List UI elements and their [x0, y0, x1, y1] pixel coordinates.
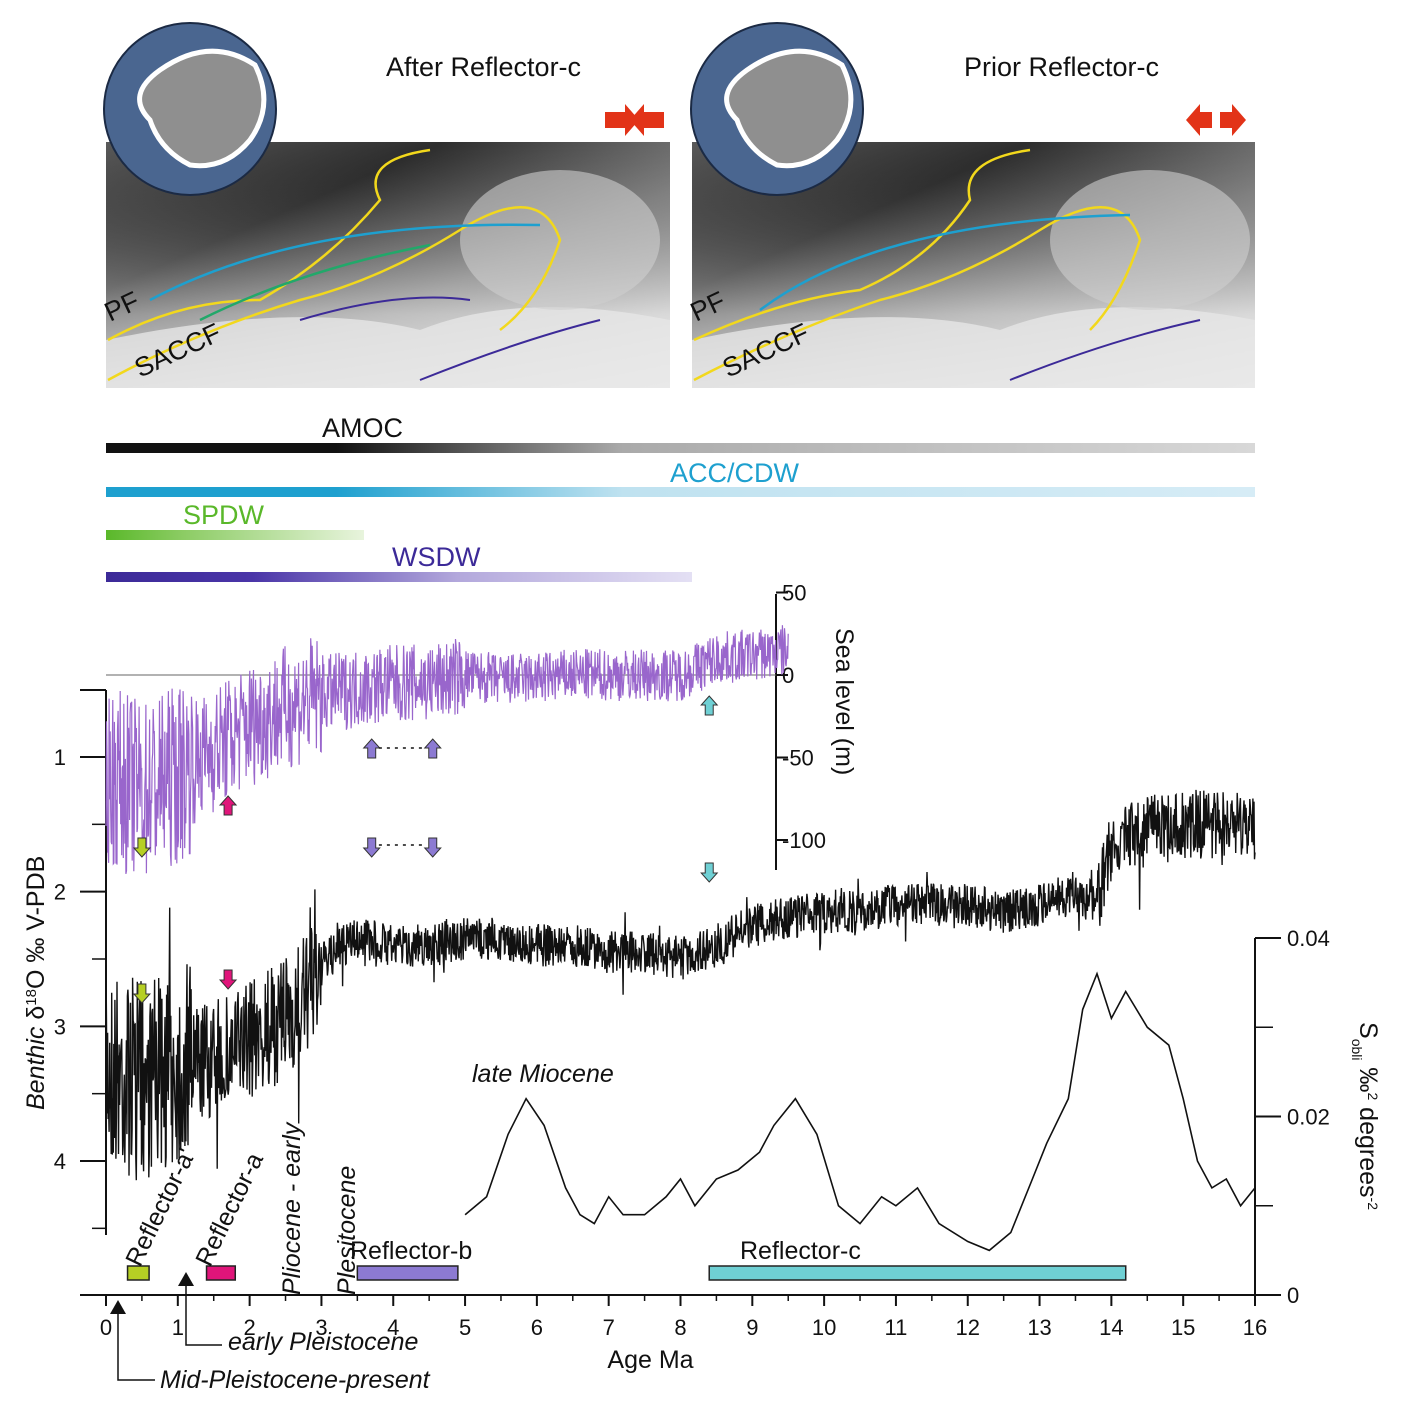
reflector-arrow-icon [218, 795, 238, 816]
reflector-a-label: Reflector-a [190, 1148, 269, 1270]
reflector-arrow-icon [362, 738, 381, 759]
acc-cdw-label: ACC/CDW [670, 458, 800, 488]
mid-pleistocene-label: Mid-Pleistocene-present [160, 1366, 431, 1394]
divergence-arrows-icon [1186, 104, 1246, 136]
reflector-range-box [708, 1265, 1127, 1281]
pf-front-line [107, 148, 431, 342]
acc-cdw-bar [106, 487, 1255, 497]
reflector-arrow-icon [700, 695, 719, 716]
sea-level-series [105, 625, 789, 875]
x-axis-label: Age Ma [607, 1346, 693, 1374]
wsdw-bar [106, 572, 692, 582]
x-tick-label: 5 [459, 1315, 471, 1340]
x-tick-label: 13 [1027, 1315, 1051, 1340]
reflector-arrow-icon [423, 837, 442, 858]
reflector-b-label: Reflector-b [350, 1237, 472, 1265]
reflector-c-label: Reflector-c [740, 1237, 861, 1265]
acc-flow-arrow [759, 213, 1131, 312]
early-pleistocene-label: early Pleistocene [228, 1328, 418, 1356]
svg-text:Plesitocene: Plesitocene [333, 1166, 361, 1295]
pliocene-label: Pliocene - early Plesitocene [278, 1121, 361, 1295]
benthic-d18o-series [105, 789, 1256, 1181]
x-tick-label: 7 [603, 1315, 615, 1340]
mid-pleistocene-marker-icon [110, 1300, 126, 1314]
obliquity-y-tick-label: 0.02 [1287, 1105, 1330, 1130]
benthic-y-tick-label: 2 [54, 880, 66, 905]
spdw-bar [106, 530, 364, 540]
x-tick-label: 16 [1243, 1315, 1267, 1340]
reflector-range-box [356, 1265, 459, 1281]
reflector-arrow-icon [423, 738, 442, 759]
obliquity-series [464, 971, 1256, 1252]
wsdw-flow-arrow [1009, 319, 1201, 381]
sea-level-y-tick-label: -100 [782, 828, 826, 853]
reflector-arrow-icon [132, 983, 152, 1004]
panel-title-left: After Reflector-c [386, 52, 581, 82]
x-tick-label: 12 [956, 1315, 980, 1340]
benthic-y-tick-label: 3 [54, 1014, 66, 1039]
x-tick-label: 3 [315, 1315, 327, 1340]
epoch-markers: Mid-Pleistocene-present early Pleistocen… [110, 1272, 431, 1394]
x-tick-label: 2 [244, 1315, 256, 1340]
reflector-arrow-icon [700, 862, 719, 883]
obliquity-y-tick-label: 0.04 [1287, 926, 1330, 951]
antarctica-landmass [724, 48, 854, 169]
reflector-range-box [205, 1265, 237, 1281]
map-panel-left: PF SACCF After Reflector-c [100, 22, 670, 388]
wsdw-label: WSDW [392, 542, 481, 572]
map-panel-right: PF SACCF Prior Reflector-c [686, 22, 1255, 388]
convergence-arrows-icon [605, 104, 664, 136]
benthic-y-axis-label: Benthic δ18O ‰ V-PDB [22, 856, 50, 1110]
reflector-arrow-icon [132, 837, 152, 858]
sea-level-y-tick-label: -50 [782, 746, 814, 771]
reflector-a-prime-label: Reflector-a' [120, 1144, 201, 1270]
late-miocene-label: late Miocene [472, 1060, 614, 1088]
x-tick-label: 9 [746, 1315, 758, 1340]
amoc-bar [106, 443, 1255, 453]
x-tick-label: 4 [387, 1315, 399, 1340]
x-tick-label: 15 [1171, 1315, 1195, 1340]
amoc-label: AMOC [322, 413, 403, 443]
x-tick-label: 1 [172, 1315, 184, 1340]
saccf-front-line [107, 206, 562, 382]
reflector-arrow-icon [218, 969, 238, 990]
antarctica-landmass [137, 48, 267, 169]
spdw-label: SPDW [183, 500, 265, 530]
sea-level-y-tick-label: 50 [782, 581, 806, 606]
x-tick-label: 6 [531, 1315, 543, 1340]
reflector-range-box [126, 1265, 150, 1281]
x-tick-label: 14 [1099, 1315, 1123, 1340]
saccf-front-line [693, 206, 1142, 382]
panel-title-right: Prior Reflector-c [964, 52, 1159, 82]
sea-level-y-axis-label: Sea level (m) [830, 628, 858, 775]
x-tick-label: 0 [100, 1315, 112, 1340]
early-pleistocene-marker-icon [178, 1272, 194, 1286]
obliquity-y-axis-label: Sobli ‰2 degrees-2 [1349, 1022, 1382, 1210]
benthic-y-tick-label: 4 [54, 1149, 66, 1174]
x-tick-label: 11 [885, 1315, 908, 1340]
acc-flow-arrow [149, 223, 541, 302]
spdw-flow-arrow [199, 243, 431, 322]
svg-text:Pliocene - early: Pliocene - early [278, 1121, 306, 1295]
reflector-arrow-icon [362, 837, 381, 858]
benthic-y-tick-label: 1 [54, 745, 66, 770]
wsdw-flow-arrow [299, 296, 601, 381]
pf-front-line [693, 148, 1031, 342]
obliquity-y-tick-label: 0 [1287, 1283, 1299, 1308]
sea-level-y-tick-label: 0 [782, 663, 794, 688]
x-tick-label: 10 [812, 1315, 836, 1340]
water-mass-bars: AMOC ACC/CDW SPDW WSDW [106, 413, 1255, 582]
x-tick-label: 8 [674, 1315, 686, 1340]
